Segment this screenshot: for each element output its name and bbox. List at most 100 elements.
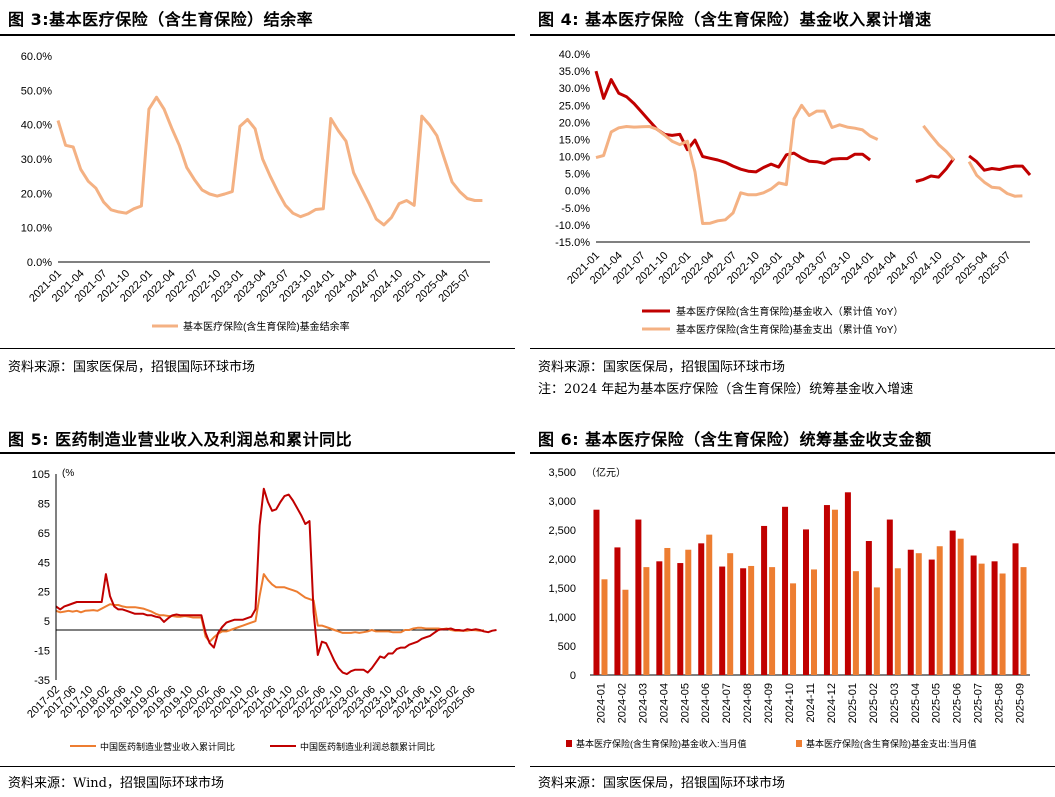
y-tick-label: 40.0%	[21, 120, 52, 132]
series-line-2	[922, 124, 956, 162]
bar-income	[928, 559, 935, 675]
y-tick-label: 0	[570, 670, 576, 682]
y-tick-label: 0.0%	[27, 257, 52, 269]
series-line-1	[594, 70, 872, 174]
x-tick-label: 2024-10	[784, 683, 796, 723]
figure-4-source: 资料来源：国家医保局，招银国际环球市场	[538, 360, 786, 375]
series-line-2	[55, 487, 497, 676]
y-tick-label: 25.0%	[559, 100, 590, 112]
bar-income	[719, 566, 726, 675]
bar-expense	[1020, 567, 1027, 675]
bar-expense	[643, 567, 650, 675]
bar-income	[949, 530, 956, 675]
figure-3-title: 图 3:基本医疗保险（含生育保险）结余率	[8, 6, 313, 30]
bar-income	[698, 543, 705, 675]
chart-4-svg: -15.0% -10.0% -5.0% 0.0% 5.0% 10.0% 15.0% 20.0%…	[555, 49, 1032, 336]
bar-income	[823, 505, 830, 675]
bar-income	[844, 492, 851, 675]
series-line-1	[56, 95, 483, 227]
bar-income	[761, 525, 768, 675]
x-tick-label: 2025-06	[952, 683, 964, 723]
figure-6-prefix: 图	[538, 430, 561, 449]
y-tick-label: 65	[38, 528, 50, 540]
x-tick-label: 2024-06	[700, 683, 712, 723]
y-tick-label: 50.0%	[21, 85, 52, 97]
x-tick-label: 2025-05	[931, 683, 943, 723]
y-tick-label: 500	[558, 641, 576, 653]
legend-swatch-series-2	[796, 740, 802, 747]
y-tick-label: 30.0%	[559, 83, 590, 95]
x-tick-label: 2024-02	[616, 683, 628, 723]
figure-5-number: 5:	[30, 430, 50, 449]
y-tick-label: 2,000	[548, 554, 576, 566]
x-tick-label: 2024-11	[805, 683, 817, 723]
x-tick-label: 2025-02	[868, 683, 880, 723]
bar-expense	[811, 569, 817, 675]
chart-6-svg: 0 500 1,000 1,500 2,000 2,500 3,000 3,500 （亿元） 20…	[548, 466, 1030, 749]
y-tick-label: 20.0%	[559, 117, 590, 129]
figure-4-title: 图 4: 基本医疗保险（含生育保险）基金收入累计增速	[538, 6, 932, 30]
figure-4-top-rule	[530, 34, 1055, 36]
bar-expense	[957, 538, 964, 675]
figure-6-title: 图 6: 基本医疗保险（含生育保险）统筹基金收支金额	[538, 426, 932, 450]
legend-label-series-2: 中国医药制造业利润总额累计同比	[300, 741, 435, 752]
figure-6-title-text: 基本医疗保险（含生育保险）统筹基金收支金额	[579, 430, 932, 449]
x-tick-label: 2025-08	[994, 683, 1006, 723]
legend-label-series-1: 中国医药制造业营业收入累计同比	[100, 741, 235, 752]
x-tick-label: 2025-01	[847, 683, 859, 723]
bar-expense	[790, 583, 797, 675]
bar-expense	[999, 573, 1006, 675]
figure-5-source: 资料来源：Wind，招银国际环球市场	[8, 776, 224, 791]
bar-expense	[831, 509, 838, 675]
bar-income	[886, 519, 893, 675]
x-tick-label: 2024-03	[637, 683, 649, 723]
y-tick-label: 60.0%	[21, 51, 52, 63]
legend-swatch-series-1	[566, 740, 572, 747]
y-unit-label: (%	[62, 468, 74, 479]
bar-income	[991, 561, 998, 675]
bar-income	[1012, 543, 1019, 675]
y-tick-label: -5.0%	[561, 203, 590, 215]
x-tick-label: 2024-08	[742, 683, 754, 723]
figure-5-title: 图 5: 医药制造业营业收入及利润总和累计同比	[8, 426, 352, 450]
figure-3-top-rule	[0, 34, 515, 36]
bar-expense	[915, 553, 922, 675]
y-tick-label: 40.0%	[559, 49, 590, 61]
x-tick-label: 2024-04	[658, 683, 670, 723]
bar-income	[614, 547, 621, 675]
y-tick-label: 30.0%	[21, 154, 52, 166]
bar-income	[635, 519, 642, 675]
figure-6-bottom-rule	[530, 766, 1055, 767]
y-tick-label: 0.0%	[565, 186, 590, 198]
figure-3-source: 资料来源：国家医保局，招银国际环球市场	[8, 360, 256, 375]
x-tick-label: 2025-03	[889, 683, 901, 723]
figure-5-title-text: 医药制造业营业收入及利润总和累计同比	[49, 430, 353, 449]
bar-income	[656, 561, 663, 675]
figure-4-panel: 图 4: 基本医疗保险（含生育保险）基金收入累计增速 -15.0% -10.0% -…	[530, 0, 1055, 400]
bar-expense	[873, 587, 880, 675]
figure-3-panel: 图 3:基本医疗保险（含生育保险）结余率 0.0% 10.0% 20.0% 30.0%…	[0, 0, 515, 400]
bar-expense	[978, 563, 985, 675]
legend-label-series-1: 基本医疗保险(含生育保险)基金结余率	[183, 320, 350, 333]
bar-expense	[727, 553, 734, 675]
figure-5-panel: 图 5: 医药制造业营业收入及利润总和累计同比 -35 -15 5 25 45 65 85 1…	[0, 420, 515, 797]
figure-3-title-text: 基本医疗保险（含生育保险）结余率	[49, 10, 314, 29]
series-line-1	[915, 157, 956, 183]
figure-4-bottom-rule	[530, 348, 1055, 349]
x-tick-label: 2024-12	[826, 683, 838, 723]
chart-3-svg: 0.0%10.0%20.0%30.0%40.0%50.0%60.0%2021-0…	[21, 51, 490, 333]
bar-income	[970, 555, 977, 675]
x-tick-label: 2025-09	[1015, 683, 1027, 723]
bar-expense	[685, 549, 692, 675]
series-line-1	[968, 154, 1032, 176]
bar-income	[803, 529, 809, 675]
bar-income	[593, 509, 600, 675]
y-tick-label: 15.0%	[559, 134, 590, 146]
y-tick-label: 5	[44, 616, 50, 628]
bar-income	[865, 541, 872, 675]
bar-income	[740, 568, 747, 675]
figure-3-prefix: 图	[8, 10, 31, 29]
y-tick-label: -15.0%	[555, 237, 590, 249]
chart-5-svg: -35-155254565851052017-022017-062017-102…	[25, 468, 497, 752]
y-tick-label: 20.0%	[21, 188, 52, 200]
